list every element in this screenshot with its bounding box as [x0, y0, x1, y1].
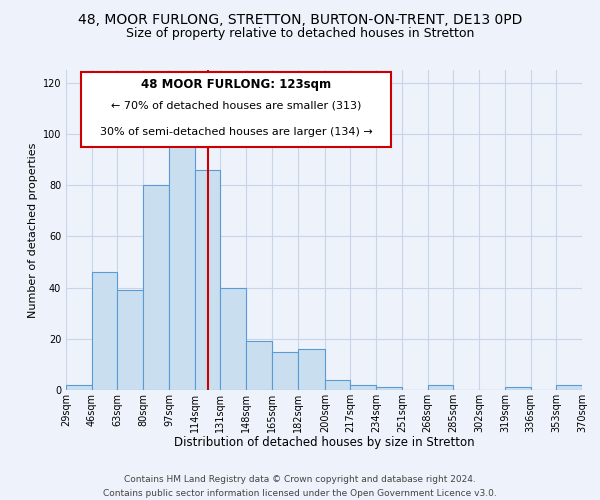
- Bar: [325, 380, 350, 390]
- Text: 30% of semi-detached houses are larger (134) →: 30% of semi-detached houses are larger (…: [100, 127, 373, 137]
- Bar: [505, 388, 530, 390]
- Bar: [272, 352, 298, 390]
- Text: 48 MOOR FURLONG: 123sqm: 48 MOOR FURLONG: 123sqm: [141, 78, 331, 91]
- Text: Contains HM Land Registry data © Crown copyright and database right 2024.
Contai: Contains HM Land Registry data © Crown c…: [103, 476, 497, 498]
- FancyBboxPatch shape: [82, 72, 391, 147]
- Bar: [118, 290, 143, 390]
- Text: ← 70% of detached houses are smaller (313): ← 70% of detached houses are smaller (31…: [111, 100, 361, 110]
- Bar: [169, 134, 194, 390]
- Y-axis label: Number of detached properties: Number of detached properties: [28, 142, 38, 318]
- Text: Size of property relative to detached houses in Stretton: Size of property relative to detached ho…: [126, 28, 474, 40]
- Bar: [428, 385, 454, 390]
- Bar: [194, 170, 220, 390]
- Bar: [220, 288, 246, 390]
- Bar: [66, 385, 92, 390]
- X-axis label: Distribution of detached houses by size in Stretton: Distribution of detached houses by size …: [173, 436, 475, 450]
- Bar: [298, 349, 325, 390]
- Text: 48, MOOR FURLONG, STRETTON, BURTON-ON-TRENT, DE13 0PD: 48, MOOR FURLONG, STRETTON, BURTON-ON-TR…: [78, 12, 522, 26]
- Bar: [556, 385, 582, 390]
- Bar: [92, 272, 118, 390]
- Bar: [246, 342, 272, 390]
- Bar: [143, 185, 169, 390]
- Bar: [376, 388, 402, 390]
- Bar: [350, 385, 376, 390]
